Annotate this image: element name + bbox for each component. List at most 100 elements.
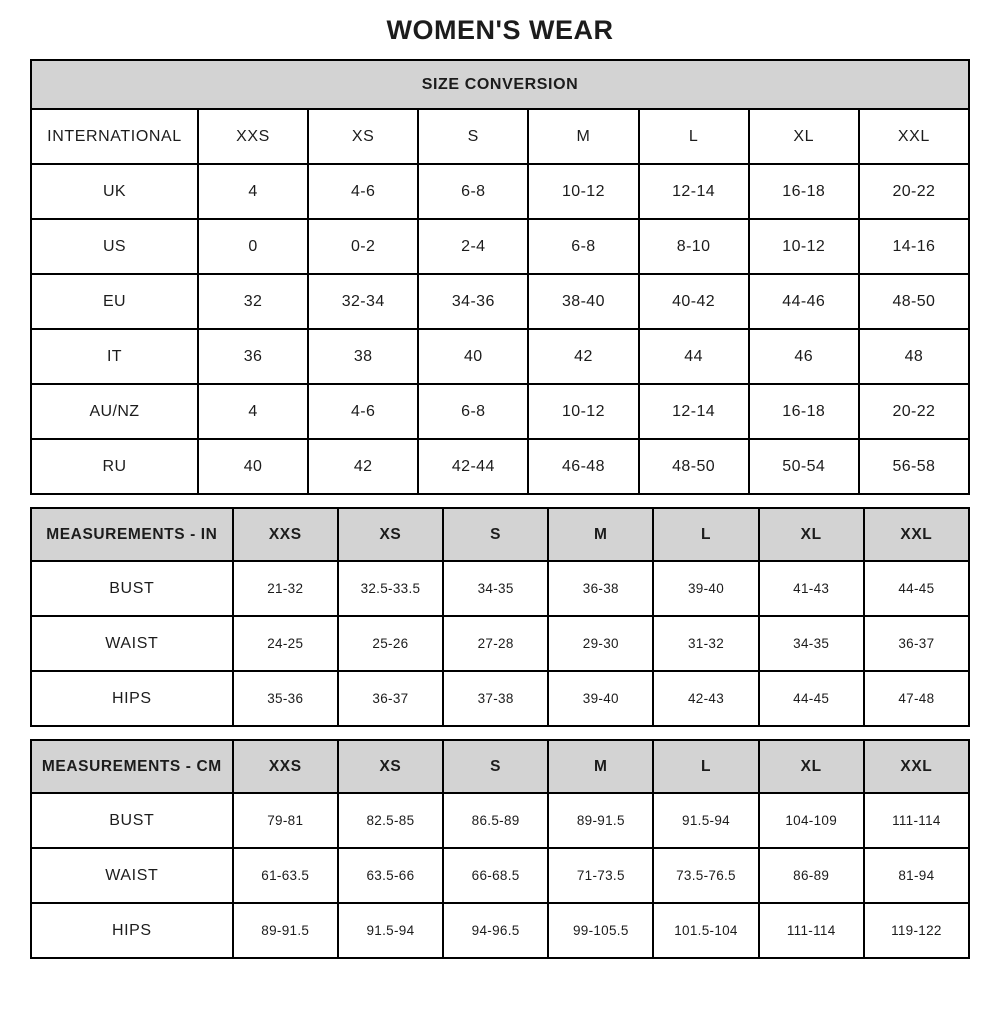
- value-cell: 6-8: [417, 383, 530, 440]
- value-cell: 4-6: [307, 383, 420, 440]
- size-column-header: XL: [757, 507, 865, 562]
- value-cell: 16-18: [747, 383, 860, 440]
- value-cell: 42: [307, 438, 420, 495]
- value-cell: 31-32: [652, 615, 760, 672]
- value-cell: 61-63.5: [231, 847, 339, 904]
- table-row: US 0 0-2 2-4 6-8 8-10 10-12 14-16: [30, 218, 971, 275]
- value-cell: 10-12: [527, 383, 640, 440]
- row-label: US: [30, 218, 199, 275]
- value-cell: 10-12: [747, 218, 860, 275]
- value-cell: 48-50: [637, 438, 750, 495]
- value-cell: 12-14: [637, 383, 750, 440]
- size-column-header: XS: [336, 739, 445, 794]
- value-cell: 14-16: [857, 218, 971, 275]
- value-cell: 94-96.5: [442, 902, 550, 959]
- value-cell: 36-38: [547, 560, 655, 617]
- size-column-header: XXS: [231, 739, 339, 794]
- value-cell: 4: [196, 163, 310, 220]
- value-cell: 6-8: [527, 218, 640, 275]
- value-cell: 86.5-89: [442, 792, 550, 849]
- value-cell: 101.5-104: [652, 902, 760, 959]
- value-cell: 56-58: [857, 438, 971, 495]
- value-cell: 10-12: [527, 163, 640, 220]
- value-cell: 20-22: [857, 163, 971, 220]
- table-row: UK 4 4-6 6-8 10-12 12-14 16-18 20-22: [30, 163, 971, 220]
- table-head-label: INTERNATIONAL: [30, 108, 199, 165]
- value-cell: 4-6: [307, 163, 420, 220]
- value-cell: 44-45: [862, 560, 971, 617]
- value-cell: 36-37: [336, 670, 445, 727]
- size-column-header: L: [652, 739, 760, 794]
- value-cell: 111-114: [862, 792, 971, 849]
- value-cell: 34-35: [442, 560, 550, 617]
- row-label: RU: [30, 438, 199, 495]
- value-cell: 48: [857, 328, 971, 385]
- table-row: HIPS 35-36 36-37 37-38 39-40 42-43 44-45 47-48: [30, 670, 971, 727]
- value-cell: 40: [196, 438, 310, 495]
- table-row: RU 40 42 42-44 46-48 48-50 50-54 56-58: [30, 438, 971, 495]
- value-cell: 46-48: [527, 438, 640, 495]
- value-cell: 8-10: [637, 218, 750, 275]
- value-cell: 119-122: [862, 902, 971, 959]
- value-cell: 24-25: [231, 615, 339, 672]
- value-cell: 20-22: [857, 383, 971, 440]
- value-cell: 36-37: [862, 615, 971, 672]
- table-row: WAIST 61-63.5 63.5-66 66-68.5 71-73.5 73.5-76…: [30, 847, 971, 904]
- size-column-header: XL: [757, 739, 865, 794]
- size-column-header: S: [442, 507, 550, 562]
- size-column-header: XL: [747, 108, 860, 165]
- row-label: WAIST: [30, 615, 234, 672]
- value-cell: 12-14: [637, 163, 750, 220]
- value-cell: 48-50: [857, 273, 971, 330]
- size-column-header: XS: [307, 108, 420, 165]
- value-cell: 73.5-76.5: [652, 847, 760, 904]
- measurements-in-table: MEASUREMENTS - IN XXS XS S M L XL XXL BUST 21-32 3…: [30, 507, 971, 727]
- value-cell: 32-34: [307, 273, 420, 330]
- value-cell: 89-91.5: [547, 792, 655, 849]
- value-cell: 91.5-94: [652, 792, 760, 849]
- value-cell: 39-40: [652, 560, 760, 617]
- table-row: BUST 79-81 82.5-85 86.5-89 89-91.5 91.5-94 104…: [30, 792, 971, 849]
- size-column-header: S: [442, 739, 550, 794]
- value-cell: 16-18: [747, 163, 860, 220]
- value-cell: 4: [196, 383, 310, 440]
- value-cell: 91.5-94: [336, 902, 445, 959]
- size-column-header: XS: [336, 507, 445, 562]
- value-cell: 21-32: [231, 560, 339, 617]
- value-cell: 41-43: [757, 560, 865, 617]
- table-head-label: MEASUREMENTS - IN: [30, 507, 234, 562]
- value-cell: 2-4: [417, 218, 530, 275]
- table-row: WAIST 24-25 25-26 27-28 29-30 31-32 34-35 36-37: [30, 615, 971, 672]
- value-cell: 37-38: [442, 670, 550, 727]
- value-cell: 29-30: [547, 615, 655, 672]
- row-label: HIPS: [30, 670, 234, 727]
- size-column-header: M: [547, 507, 655, 562]
- value-cell: 38-40: [527, 273, 640, 330]
- size-column-header: S: [417, 108, 530, 165]
- value-cell: 66-68.5: [442, 847, 550, 904]
- size-conversion-table: SIZE CONVERSION INTERNATIONAL XXS XS S M L XL XX…: [30, 59, 971, 495]
- size-column-header: XXL: [862, 507, 971, 562]
- value-cell: 27-28: [442, 615, 550, 672]
- table-row: BUST 21-32 32.5-33.5 34-35 36-38 39-40 41-43 44…: [30, 560, 971, 617]
- value-cell: 32: [196, 273, 310, 330]
- row-label: HIPS: [30, 902, 234, 959]
- value-cell: 86-89: [757, 847, 865, 904]
- value-cell: 111-114: [757, 902, 865, 959]
- value-cell: 0-2: [307, 218, 420, 275]
- size-column-header: XXS: [231, 507, 339, 562]
- value-cell: 79-81: [231, 792, 339, 849]
- size-column-header: L: [652, 507, 760, 562]
- value-cell: 40: [417, 328, 530, 385]
- table-row: EU 32 32-34 34-36 38-40 40-42 44-46 48-50: [30, 273, 971, 330]
- table-row: IT 36 38 40 42 44 46 48: [30, 328, 971, 385]
- size-column-header: XXL: [862, 739, 971, 794]
- value-cell: 6-8: [417, 163, 530, 220]
- size-column-header: XXL: [857, 108, 971, 165]
- table-row: HIPS 89-91.5 91.5-94 94-96.5 99-105.5 101.5-1…: [30, 902, 971, 959]
- size-guide-page: WOMEN'S WEAR SIZE CONVERSION INTERNATIONA…: [30, 15, 971, 959]
- value-cell: 47-48: [862, 670, 971, 727]
- value-cell: 42-43: [652, 670, 760, 727]
- size-column-header: M: [547, 739, 655, 794]
- value-cell: 44-46: [747, 273, 860, 330]
